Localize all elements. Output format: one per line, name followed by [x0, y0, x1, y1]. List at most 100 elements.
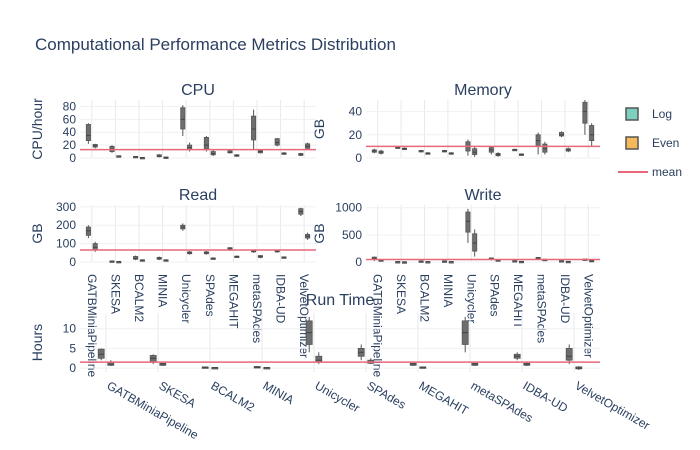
x-tick-label: SKESA: [394, 274, 408, 314]
box-log[interactable]: [461, 316, 469, 353]
box-log[interactable]: [559, 260, 565, 263]
box-log[interactable]: [203, 250, 209, 255]
box-log[interactable]: [133, 255, 139, 261]
x-tick-label: GATBMiniaPipeline: [85, 274, 99, 377]
box-even[interactable]: [281, 152, 287, 155]
box-log[interactable]: [274, 138, 280, 147]
box-even[interactable]: [518, 260, 524, 264]
box-even[interactable]: [257, 255, 263, 259]
box-log[interactable]: [465, 139, 471, 156]
box-body: [97, 348, 105, 359]
box-log[interactable]: [565, 344, 573, 365]
box-log[interactable]: [512, 148, 518, 152]
box-even[interactable]: [281, 256, 287, 259]
box-log[interactable]: [85, 225, 91, 239]
y-axis-title: GB: [29, 223, 45, 243]
box-log[interactable]: [253, 366, 261, 369]
box-log[interactable]: [180, 105, 186, 137]
x-tick-label: Unicycler: [179, 274, 193, 323]
box-even[interactable]: [425, 152, 431, 155]
box-log[interactable]: [201, 366, 209, 369]
box-log[interactable]: [418, 149, 424, 153]
y-axis-title: GB: [311, 223, 327, 243]
box-even[interactable]: [425, 261, 431, 264]
box-log[interactable]: [298, 207, 304, 217]
box-even[interactable]: [378, 149, 384, 155]
box-even[interactable]: [495, 152, 501, 157]
box-log[interactable]: [251, 109, 257, 151]
panel-title: CPU: [181, 82, 215, 99]
box-log[interactable]: [156, 256, 162, 261]
box-even[interactable]: [187, 250, 193, 255]
box-log[interactable]: [357, 344, 365, 361]
box-log[interactable]: [442, 260, 448, 263]
legend-label: Log: [652, 107, 672, 121]
box-even[interactable]: [92, 143, 98, 149]
box-even[interactable]: [234, 154, 240, 157]
box-log[interactable]: [133, 155, 139, 159]
box-body: [472, 148, 478, 155]
x-tick-label: GATBMiniaPipeline: [105, 378, 202, 442]
legend-swatch: [625, 107, 639, 121]
box-log[interactable]: [395, 261, 401, 264]
box-log[interactable]: [418, 260, 424, 263]
legend-item-even[interactable]: Even: [625, 136, 679, 150]
box-body: [465, 211, 471, 233]
box-even[interactable]: [305, 232, 311, 240]
box-even[interactable]: [419, 366, 427, 369]
box-even[interactable]: [401, 261, 407, 264]
box-even[interactable]: [211, 367, 219, 370]
box-body: [85, 124, 91, 142]
box-even[interactable]: [210, 150, 216, 157]
box-log[interactable]: [298, 152, 304, 157]
box-log[interactable]: [109, 260, 115, 263]
box-even[interactable]: [448, 152, 454, 155]
box-even[interactable]: [472, 229, 478, 257]
box-even[interactable]: [575, 366, 583, 371]
legend-item-mean[interactable]: mean: [618, 165, 682, 179]
box-log[interactable]: [582, 100, 588, 135]
box-even[interactable]: [448, 261, 454, 264]
box-even[interactable]: [542, 141, 548, 155]
box-even[interactable]: [234, 255, 240, 259]
box-even[interactable]: [565, 147, 571, 153]
legend[interactable]: Log Even mean: [618, 107, 682, 179]
box-log[interactable]: [305, 316, 313, 353]
box-log[interactable]: [156, 154, 162, 158]
x-tick-label: IDBA-UD: [274, 274, 288, 324]
box-log[interactable]: [85, 123, 91, 144]
panel-memory: 0 20 40 Memory GB: [311, 82, 600, 165]
box-log[interactable]: [535, 132, 541, 155]
box-even[interactable]: [210, 257, 216, 260]
y-axis-title: Hours: [29, 324, 45, 361]
box-even[interactable]: [116, 261, 122, 264]
box-even[interactable]: [163, 156, 169, 159]
box-even[interactable]: [518, 153, 524, 156]
box-even[interactable]: [565, 260, 571, 264]
box-log[interactable]: [180, 223, 186, 231]
box-log[interactable]: [442, 149, 448, 153]
box-even[interactable]: [163, 259, 169, 262]
box-log[interactable]: [488, 146, 494, 155]
box-even[interactable]: [139, 259, 145, 262]
box-even[interactable]: [116, 155, 122, 158]
box-even[interactable]: [472, 146, 478, 157]
box-log[interactable]: [97, 348, 105, 361]
box-even[interactable]: [139, 157, 145, 160]
box-even[interactable]: [401, 147, 407, 151]
box-even[interactable]: [589, 123, 595, 147]
box-log[interactable]: [513, 352, 521, 361]
box-even[interactable]: [263, 367, 271, 370]
box-log[interactable]: [227, 150, 233, 154]
box-even[interactable]: [305, 142, 311, 150]
box-log[interactable]: [559, 131, 565, 138]
legend-item-log[interactable]: Log: [625, 107, 672, 121]
box-even[interactable]: [159, 362, 167, 367]
box-log[interactable]: [512, 260, 518, 263]
y-tick-label: 10: [63, 322, 77, 336]
box-log[interactable]: [371, 148, 377, 154]
box-even[interactable]: [107, 360, 115, 367]
box-even[interactable]: [589, 259, 595, 263]
box-log[interactable]: [465, 208, 471, 243]
